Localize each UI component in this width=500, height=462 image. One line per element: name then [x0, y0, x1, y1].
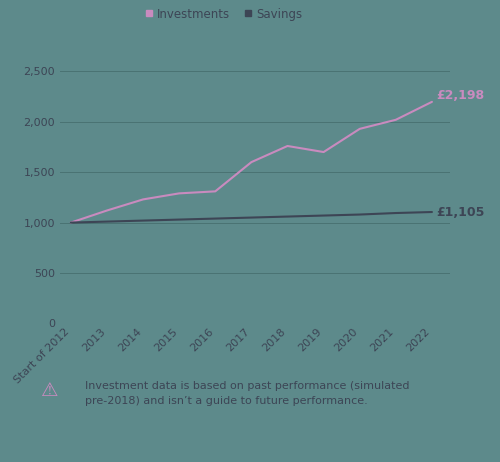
- Text: Investment data is based on past performance (simulated
pre-2018) and isn’t a gu: Investment data is based on past perform…: [85, 381, 409, 406]
- Text: £2,198: £2,198: [436, 89, 484, 102]
- Text: £1,105: £1,105: [436, 206, 484, 219]
- Text: ⚠: ⚠: [41, 381, 59, 400]
- Legend: Investments, Savings: Investments, Savings: [146, 8, 302, 21]
